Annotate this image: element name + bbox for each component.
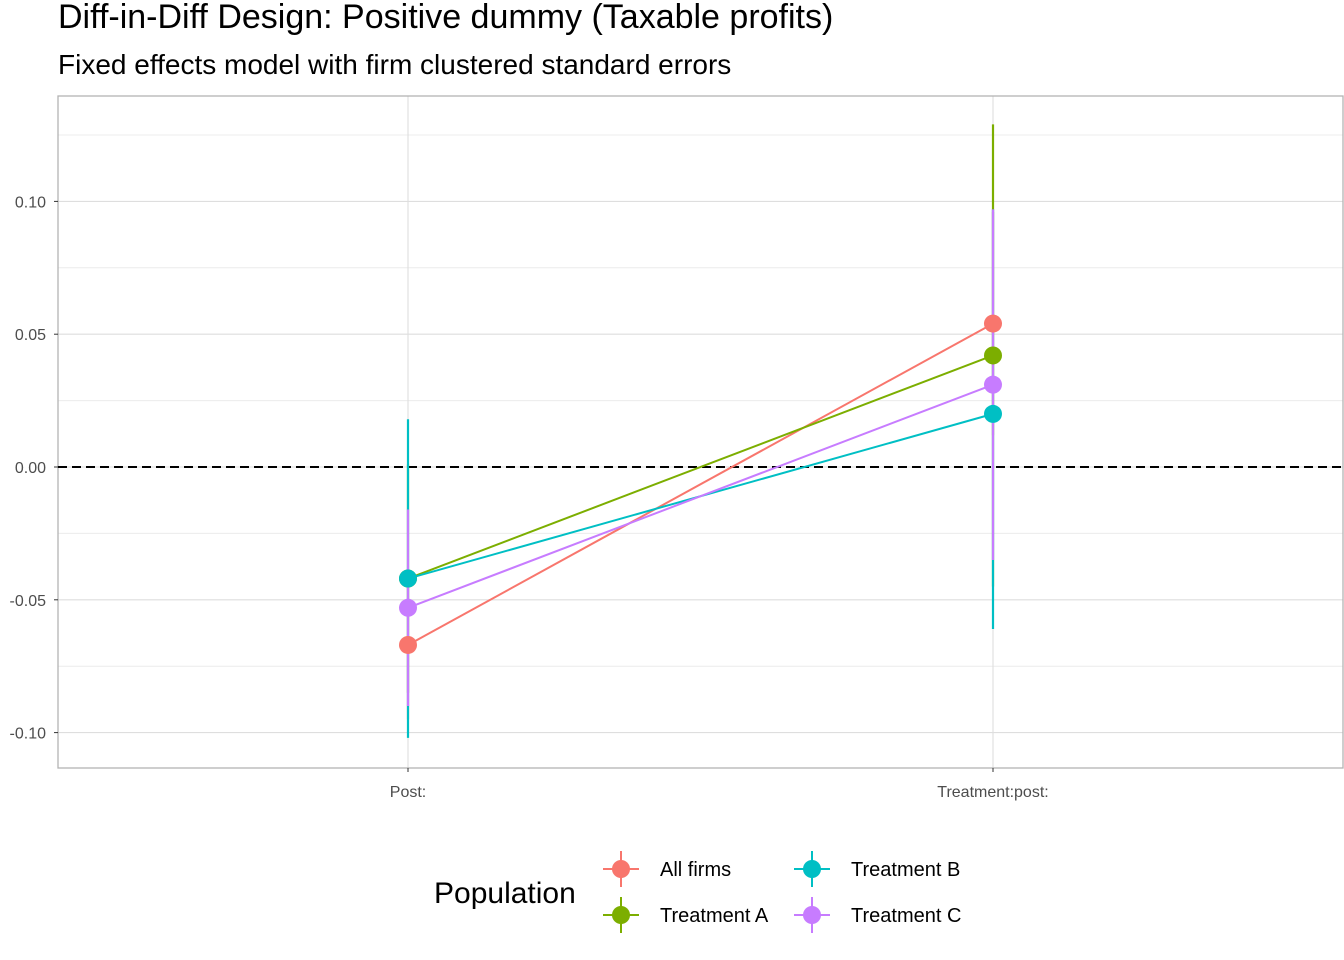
legend-key-point (612, 906, 630, 924)
x-tick-label: Post: (390, 784, 426, 801)
y-tick-label: 0.10 (15, 194, 46, 211)
x-tick-label: Treatment:post: (937, 784, 1048, 801)
y-tick-label: -0.05 (10, 593, 47, 610)
data-point (984, 346, 1002, 365)
data-point (399, 635, 417, 654)
series-line (407, 383, 994, 609)
y-tick-label: -0.10 (10, 726, 47, 743)
plot-panel: -0.10 -0.05 0.00 0.05 0.10 Post: Treatment:pos… (10, 95, 1344, 801)
legend-key (603, 851, 639, 887)
legend: Population All firms Treatment A Treatment… (434, 851, 961, 933)
legend-key (794, 897, 830, 933)
data-point (984, 375, 1002, 394)
chart-title: Diff-in-Diff Design: Positive dummy (Tax… (58, 0, 833, 36)
data-point (399, 569, 417, 588)
series-line (407, 354, 994, 580)
y-tick-label: 0.05 (15, 327, 46, 344)
legend-key (794, 851, 830, 887)
y-tick-label: 0.00 (15, 460, 46, 477)
data-point (984, 404, 1002, 423)
legend-label: Treatment C (851, 905, 961, 927)
data-point (984, 314, 1002, 333)
legend-key-point (803, 906, 821, 924)
legend-label: All firms (660, 859, 731, 881)
series-line (407, 322, 994, 646)
legend-key (603, 897, 639, 933)
panel-border (57, 95, 1344, 769)
legend-label: Treatment A (660, 905, 769, 927)
chart-subtitle: Fixed effects model with firm clustered … (58, 49, 731, 80)
legend-key-point (803, 860, 821, 878)
data-point (399, 598, 417, 617)
legend-label: Treatment B (851, 859, 960, 881)
legend-title: Population (434, 877, 576, 910)
legend-key-point (612, 860, 630, 878)
